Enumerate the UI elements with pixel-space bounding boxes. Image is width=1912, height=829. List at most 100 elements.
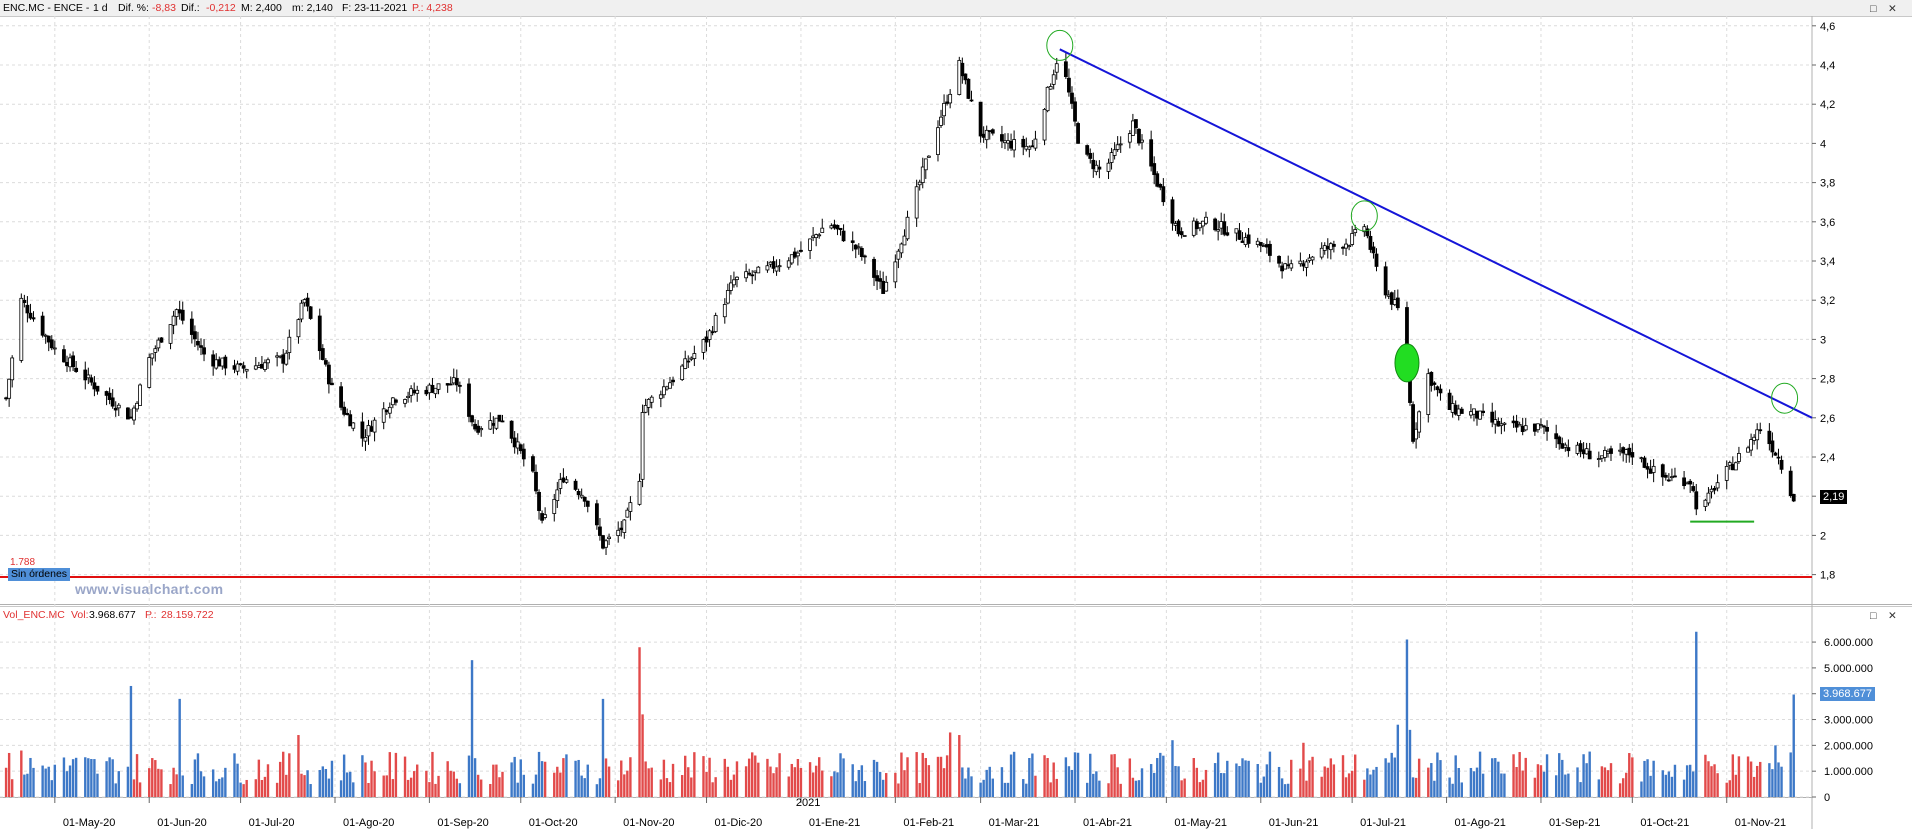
price-candle-body <box>1472 408 1476 415</box>
volume-bar <box>1451 783 1454 797</box>
price-candle-body <box>1523 425 1528 431</box>
volume-bar <box>1384 758 1387 797</box>
volume-bar <box>385 775 388 797</box>
volume-bar <box>1688 764 1692 797</box>
price-candle-body <box>1581 449 1586 455</box>
price-candle-body <box>835 224 840 230</box>
volume-bar <box>193 759 197 797</box>
price-candle-body <box>820 227 825 233</box>
volume-bar <box>836 772 839 797</box>
volume-bar <box>1646 759 1649 797</box>
volume-bar <box>751 752 754 797</box>
volume-bar <box>345 772 349 797</box>
volume-bar <box>790 763 793 797</box>
volume-bar <box>199 771 203 797</box>
volume-bar <box>629 757 632 797</box>
volume-bar <box>842 758 845 797</box>
volume-bar <box>839 753 842 797</box>
close-icon[interactable]: ✕ <box>1888 3 1897 15</box>
price-tick-label: 3,6 <box>1820 217 1835 229</box>
volume-bar <box>665 778 669 797</box>
volume-bar <box>1341 755 1345 797</box>
price-candle-body <box>640 412 645 480</box>
volume-bar <box>885 773 888 797</box>
volume-bar <box>970 776 973 797</box>
price-candle-body <box>692 353 697 359</box>
volume-bar <box>1372 769 1375 797</box>
volume-bar <box>1320 776 1323 797</box>
price-candle-body <box>1621 447 1626 454</box>
price-candle-body <box>348 414 353 427</box>
volume-bar <box>1299 768 1302 797</box>
price-candle-body <box>500 420 505 423</box>
volume-name: Vol_ENC.MC <box>3 609 65 621</box>
volume-bar <box>1137 780 1141 797</box>
price-candle-body <box>1091 159 1096 170</box>
price-candle-body <box>1301 263 1306 267</box>
price-candle-body <box>1603 450 1607 458</box>
volume-bar <box>1174 765 1177 797</box>
volume-bar <box>391 779 395 797</box>
price-candle-body <box>1575 444 1580 454</box>
volume-bar <box>202 776 206 797</box>
volume-bar <box>473 758 477 797</box>
price-candle-body <box>850 240 855 243</box>
volume-bar <box>263 776 267 797</box>
volume-bar <box>510 762 513 797</box>
price-candle-body <box>220 357 225 367</box>
price-candle-body <box>665 386 669 390</box>
volume-bar <box>1095 771 1098 797</box>
price-candle-body <box>1542 425 1546 428</box>
volume-bar <box>601 698 605 797</box>
price-candle-body <box>1328 243 1333 251</box>
volume-bar <box>242 784 245 797</box>
price-candle-body <box>1325 245 1330 250</box>
volume-bar <box>428 782 431 797</box>
maximize-icon[interactable]: □ <box>1870 610 1877 622</box>
price-candle-body <box>1219 221 1224 229</box>
volume-bar <box>775 767 778 797</box>
price-candle-body <box>808 238 812 251</box>
volume-bar <box>1585 763 1588 797</box>
volume-bar <box>1028 758 1031 797</box>
volume-bar <box>1089 753 1092 797</box>
price-candle-body <box>1067 77 1071 93</box>
volume-tick-label: 6.000.000 <box>1824 637 1873 649</box>
maximize-icon[interactable]: □ <box>1870 3 1877 15</box>
volume-bar <box>275 782 279 797</box>
price-label: P.: 4,238 <box>412 2 453 14</box>
price-candle-body <box>1009 140 1013 149</box>
volume-p-label: P.: <box>145 609 157 621</box>
price-candle-body <box>116 404 121 409</box>
volume-bar <box>1774 745 1777 797</box>
price-candle-body <box>62 349 66 363</box>
close-icon[interactable]: ✕ <box>1888 610 1897 622</box>
price-candle-body <box>774 266 779 272</box>
price-candle-body <box>1106 162 1111 172</box>
volume-bar <box>44 768 47 797</box>
price-candle-body <box>1277 255 1281 264</box>
volume-bar <box>1725 782 1728 797</box>
volume-bar <box>437 775 440 797</box>
price-candle-body <box>671 379 675 383</box>
price-candle-body <box>470 415 474 423</box>
volume-bar <box>352 782 355 797</box>
volume-bar <box>1628 753 1631 797</box>
volume-bar <box>1003 782 1007 797</box>
volume-bar <box>1092 773 1095 797</box>
volume-bar <box>1192 758 1195 797</box>
volume-bar <box>254 779 258 797</box>
price-candle-body <box>515 441 520 449</box>
price-candle-body <box>859 248 864 257</box>
price-candle-body <box>1517 424 1522 427</box>
price-candle-body <box>68 357 72 368</box>
price-candle-body <box>1651 465 1656 473</box>
volume-bar <box>617 780 620 797</box>
no-orders-badge[interactable]: Sin órdenes <box>8 568 71 581</box>
volume-bar <box>1134 780 1138 797</box>
price-candle-body <box>1173 223 1178 226</box>
price-candle-body <box>747 272 752 275</box>
volume-bar <box>1226 760 1229 797</box>
volume-bar <box>690 777 693 797</box>
